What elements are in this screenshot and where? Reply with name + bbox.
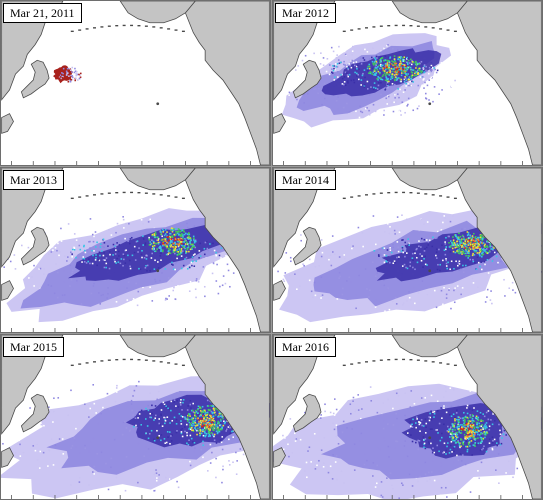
map-panel-mar-2011: Mar 21, 2011 (0, 0, 271, 166)
debris-plume-dense (67, 222, 238, 281)
initial-debris-speckle (57, 66, 82, 83)
panel-date-label: Mar 2012 (275, 3, 336, 23)
hawaii-island (428, 269, 432, 273)
debris-core-speckle (186, 404, 226, 438)
map-panel-mar-2015: Mar 2015 (0, 334, 271, 500)
ocean-map (1, 168, 270, 332)
panel-date-label: Mar 2014 (275, 170, 336, 190)
japan-landmass (292, 226, 322, 266)
debris-peak-speckle (459, 422, 478, 438)
alaska-landmass (391, 335, 468, 358)
debris-speckle-dense (69, 235, 233, 272)
axis-ticks (11, 328, 251, 332)
hawaii-island (156, 436, 160, 440)
aleutian-islands (342, 191, 457, 200)
japan-landmass (20, 59, 50, 99)
japan-landmass (20, 393, 50, 433)
axis-ticks (283, 328, 523, 332)
japan-landmass (292, 59, 322, 99)
ocean-map (273, 335, 542, 499)
map-panel-mar-2014: Mar 2014 (272, 167, 543, 333)
debris-peak-speckle (460, 237, 483, 250)
north-america-landmass (456, 335, 542, 499)
hawaii-island (156, 102, 160, 106)
axis-ticks (11, 495, 251, 499)
hawaii-island (156, 269, 160, 273)
north-america-landmass (184, 168, 270, 332)
islands-landmass (273, 113, 286, 134)
debris-peak-speckle (196, 414, 215, 428)
japan-landmass (292, 393, 322, 433)
aleutian-islands (70, 358, 185, 367)
north-america-landmass (456, 168, 542, 332)
hawaii-island (428, 102, 432, 106)
japan-landmass (20, 226, 50, 266)
north-america-landmass (184, 335, 270, 499)
aleutian-islands (342, 24, 457, 33)
panel-date-label: Mar 2015 (3, 337, 64, 357)
alaska-landmass (119, 335, 196, 358)
aleutian-islands (70, 24, 185, 33)
debris-core-speckle (447, 414, 489, 448)
debris-peak-speckle (382, 62, 407, 76)
alaska-landmass (119, 1, 196, 24)
aleutian-islands (70, 191, 185, 200)
hawaii-island (428, 436, 432, 440)
islands-landmass (1, 447, 14, 468)
axis-ticks (283, 495, 523, 499)
debris-speckle-dense (328, 55, 439, 91)
alaska-landmass (119, 168, 196, 191)
aleutian-islands (342, 358, 457, 367)
panel-date-label: Mar 2016 (275, 337, 336, 357)
map-panel-mar-2013: Mar 2013 (0, 167, 271, 333)
islands-landmass (1, 280, 14, 301)
axis-ticks (283, 161, 523, 165)
ocean-map (1, 1, 270, 165)
panel-date-label: Mar 21, 2011 (3, 3, 82, 23)
north-america-landmass (184, 1, 270, 165)
ocean-map (273, 1, 542, 165)
ocean-map (273, 168, 542, 332)
alaska-landmass (391, 168, 468, 191)
debris-peak-speckle (161, 236, 183, 249)
alaska-landmass (391, 1, 468, 24)
islands-landmass (273, 447, 286, 468)
islands-landmass (273, 280, 286, 301)
map-panel-mar-2012: Mar 2012 (272, 0, 543, 166)
north-america-landmass (456, 1, 542, 165)
ocean-map (1, 335, 270, 499)
islands-landmass (1, 113, 14, 134)
axis-ticks (11, 161, 251, 165)
panel-date-label: Mar 2013 (3, 170, 64, 190)
map-panel-mar-2016: Mar 2016 (272, 334, 543, 500)
